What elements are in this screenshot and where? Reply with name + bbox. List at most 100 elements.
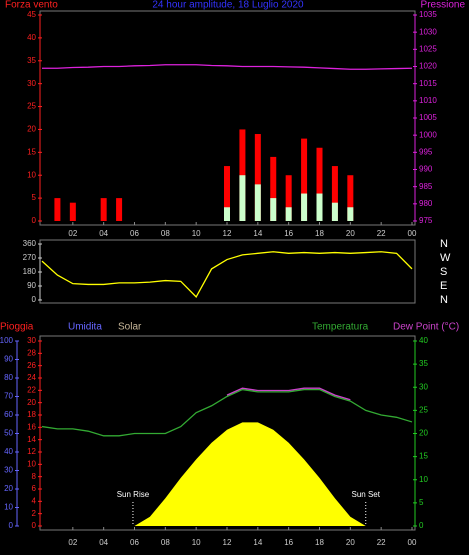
- x-tick-label: 16: [284, 538, 293, 547]
- y-tick-label: 30: [27, 79, 36, 88]
- bar: [347, 175, 354, 221]
- bar: [254, 134, 261, 221]
- y-tick-label: 70: [4, 392, 13, 401]
- x-tick-label: 18: [315, 229, 324, 238]
- y-tick-label: S: [440, 266, 447, 278]
- y-tick-label: 10: [27, 459, 36, 468]
- axis-title: Forza vento: [5, 0, 58, 11]
- bar: [224, 166, 230, 221]
- y-tick-label: 20: [27, 125, 36, 134]
- x-tick-label: 06: [130, 538, 139, 547]
- bar: [116, 198, 123, 221]
- y-tick-label: 50: [4, 429, 13, 438]
- x-tick-label: 12: [223, 229, 232, 238]
- x-tick-label: 06: [130, 229, 139, 238]
- line: [41, 251, 413, 298]
- bar: [100, 198, 107, 221]
- y-tick-label: 1010: [419, 96, 437, 105]
- y-tick-label: 26: [27, 361, 36, 370]
- y-tick-label: N: [440, 238, 448, 250]
- y-tick-label: 10: [419, 475, 428, 484]
- x-tick-label: 02: [68, 538, 77, 547]
- y-tick-label: 1020: [419, 62, 437, 71]
- y-tick-label: 4: [32, 496, 37, 505]
- y-tick-label: 5: [419, 498, 424, 507]
- axis-title: Pioggia: [0, 322, 34, 333]
- y-tick-label: 2: [32, 509, 37, 518]
- panel-frame: [39, 239, 416, 304]
- bar: [224, 207, 230, 221]
- bar: [316, 147, 323, 221]
- y-tick-label: 10: [27, 170, 36, 179]
- y-tick-label: 24: [27, 373, 36, 382]
- y-tick-label: 30: [4, 466, 13, 475]
- line: [226, 387, 351, 401]
- y-tick-label: W: [440, 252, 451, 264]
- y-tick-label: 35: [419, 359, 428, 368]
- x-tick-label: 08: [161, 538, 170, 547]
- y-tick-label: 90: [27, 281, 36, 290]
- y-tick-label: 995: [419, 147, 433, 156]
- y-tick-label: 25: [419, 405, 428, 414]
- bar: [239, 175, 246, 221]
- y-tick-label: 0: [32, 295, 37, 304]
- bar: [54, 198, 61, 221]
- x-tick-label: 16: [284, 229, 293, 238]
- bar: [316, 193, 323, 221]
- y-tick-label: 1005: [419, 113, 437, 122]
- axis-title: Umidita: [68, 322, 102, 333]
- axis-title: Pressione: [421, 0, 466, 11]
- y-tick-label: 20: [419, 429, 428, 438]
- line: [42, 64, 413, 70]
- y-tick-label: 30: [419, 382, 428, 391]
- line: [41, 388, 413, 437]
- x-tick-label: 00: [408, 538, 417, 547]
- y-tick-label: 990: [419, 165, 433, 174]
- bar: [285, 207, 292, 221]
- y-tick-label: 100: [0, 336, 14, 345]
- y-tick-label: 20: [27, 398, 36, 407]
- y-tick-label: 40: [419, 336, 428, 345]
- bar: [347, 207, 354, 221]
- y-tick-label: 1025: [419, 44, 437, 53]
- x-tick-label: 12: [223, 538, 232, 547]
- x-tick-label: 22: [377, 538, 386, 547]
- bar: [270, 198, 277, 221]
- x-tick-label: 10: [192, 229, 201, 238]
- y-tick-label: 1035: [419, 10, 437, 19]
- y-tick-label: 30: [27, 336, 36, 345]
- y-tick-label: 1000: [419, 130, 437, 139]
- x-tick-label: 00: [408, 229, 417, 238]
- y-tick-label: 980: [419, 199, 433, 208]
- legend-label: Solar: [118, 322, 142, 333]
- y-tick-label: 15: [419, 452, 428, 461]
- legend-label: Dew Point (°C): [393, 322, 459, 333]
- y-tick-label: 270: [23, 253, 37, 262]
- chart-title: 24 hour amplitude, 18 Luglio 2020: [152, 0, 304, 11]
- y-tick-label: 45: [27, 10, 36, 19]
- y-tick-label: 1015: [419, 79, 437, 88]
- y-tick-label: 0: [9, 521, 14, 530]
- y-tick-label: 1030: [419, 27, 437, 36]
- y-tick-label: 0: [419, 521, 424, 530]
- legend-label: Temperatura: [312, 322, 369, 333]
- bar: [331, 202, 338, 221]
- bar: [69, 202, 76, 221]
- y-tick-label: 180: [23, 267, 37, 276]
- x-tick-label: 20: [346, 229, 355, 238]
- x-tick-label: 04: [99, 229, 108, 238]
- y-tick-label: 360: [23, 239, 37, 248]
- y-tick-label: 8: [32, 472, 37, 481]
- bar: [285, 175, 292, 221]
- y-tick-label: N: [440, 294, 448, 306]
- bar: [301, 138, 308, 221]
- y-tick-label: 12: [27, 447, 36, 456]
- y-tick-label: 15: [27, 147, 36, 156]
- y-tick-label: 22: [27, 385, 36, 394]
- y-tick-label: 60: [4, 410, 13, 419]
- x-tick-label: 10: [192, 538, 201, 547]
- x-tick-label: 14: [253, 229, 262, 238]
- x-tick-label: 18: [315, 538, 324, 547]
- y-tick-label: 25: [27, 102, 36, 111]
